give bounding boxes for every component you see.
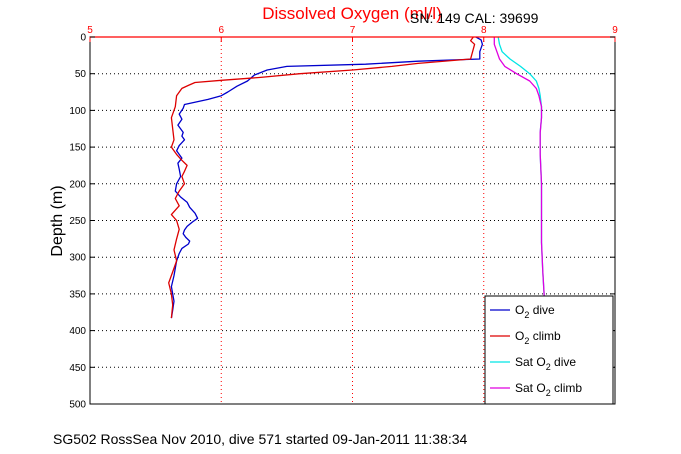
y-tick-label: 200	[69, 179, 86, 190]
x-tick-label: 9	[612, 25, 618, 36]
x-tick-label: 7	[350, 25, 356, 36]
legend-label: O2 dive	[515, 303, 555, 320]
y-tick-label: 50	[75, 69, 87, 80]
series-line-0	[170, 36, 484, 319]
legend-label: O2 climb	[515, 329, 561, 346]
y-tick-label: 500	[69, 400, 86, 411]
legend: O2 dive O2 climb Sat O2 dive Sat O2 climb	[484, 295, 614, 405]
series-lines	[168, 36, 546, 319]
x-tick-label: 6	[218, 25, 224, 36]
y-tick-label: 150	[69, 143, 86, 154]
series-line-3	[493, 37, 546, 319]
legend-label: Sat O2 climb	[515, 381, 582, 398]
chart-subtitle: SN: 149 CAL: 39699	[410, 10, 539, 26]
y-tick-label: 100	[69, 106, 86, 117]
y-tick-label: 400	[69, 326, 86, 337]
chart-title: Dissolved Oxygen (ml/l)	[262, 4, 442, 23]
footer-caption: SG502 RossSea Nov 2010, dive 571 started…	[53, 431, 468, 447]
x-tick-label: 5	[87, 25, 93, 36]
y-tick-label: 300	[69, 253, 86, 264]
y-tick-label: 350	[69, 289, 86, 300]
y-axis-label: Depth (m)	[49, 185, 66, 256]
legend-label: Sat O2 dive	[515, 355, 576, 372]
x-tick-label: 8	[481, 25, 487, 36]
legend-box	[484, 295, 614, 405]
series-line-1	[168, 36, 476, 319]
y-tick-label: 450	[69, 363, 86, 374]
axis-ticks: 5 6 7 8 9 0 50 100 150 200 250 300 350 400 450 500	[69, 25, 618, 411]
series-line-2	[497, 36, 546, 319]
y-tick-label: 250	[69, 216, 86, 227]
y-tick-label: 0	[80, 33, 86, 44]
